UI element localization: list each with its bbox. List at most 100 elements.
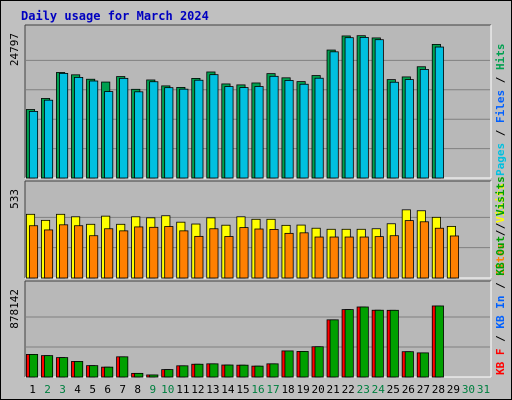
day-label: 10 [161, 383, 174, 396]
bar-files [89, 80, 99, 179]
bar-sites [299, 232, 309, 279]
day-label: 3 [59, 383, 66, 396]
day-label: 5 [89, 383, 96, 396]
bar-files [434, 46, 444, 179]
panel-hits: 24797 Pages / Files / Hits [8, 24, 507, 179]
bar-sites [119, 230, 129, 279]
bar-kb-out [119, 356, 129, 378]
day-label: 19 [296, 383, 309, 396]
bar-files [194, 79, 204, 179]
day-label: 28 [432, 383, 445, 396]
legend-item: Pages [494, 143, 507, 176]
bar-files [224, 86, 234, 179]
day-label: 6 [104, 383, 111, 396]
bar-kb-out [89, 365, 99, 378]
bar-files [239, 87, 249, 179]
bar-sites [389, 235, 399, 279]
day-label: 15 [236, 383, 249, 396]
bar-sites [284, 232, 294, 279]
bar-kb-out [254, 365, 264, 378]
panel-max-label: 24797 [8, 33, 21, 66]
bar-files [28, 111, 39, 179]
day-label: 14 [221, 383, 235, 396]
day-label: 18 [281, 383, 294, 396]
day-label: 9 [149, 383, 156, 396]
day-label: 21 [327, 383, 340, 396]
bar-sites [374, 236, 384, 279]
bar-sites [419, 221, 429, 279]
legend-item: Visits [494, 176, 507, 216]
day-label: 4 [74, 383, 81, 396]
day-label: 7 [119, 383, 126, 396]
day-label: 25 [387, 383, 400, 396]
bar-files [149, 81, 159, 179]
bar-files [164, 87, 174, 179]
bar-files [104, 91, 114, 179]
legend-separator: / [494, 223, 507, 243]
bar-sites [254, 228, 264, 279]
bar-kb-out [134, 372, 144, 378]
bar-kb-out [374, 309, 384, 378]
bar-files [329, 51, 339, 179]
bar-sites [59, 224, 69, 279]
bar-kb-out [59, 357, 69, 378]
bar-kb-out [194, 363, 204, 378]
bar-files [419, 69, 429, 179]
bar-sites [179, 230, 189, 279]
bar-sites [329, 236, 339, 279]
bar-kb-out [359, 306, 369, 378]
legend-separator: / [494, 70, 507, 90]
bar-files [299, 83, 309, 179]
day-label: 23 [357, 383, 370, 396]
day-label: 13 [206, 383, 219, 396]
day-label: 16 [251, 383, 264, 396]
bar-sites [149, 226, 159, 279]
legend-item: KB F [494, 349, 507, 376]
bar-kb-out [28, 354, 39, 378]
bar-files [404, 79, 414, 179]
bar-kb-out [209, 363, 219, 378]
day-label: 1 [29, 383, 36, 396]
day-label: 30 [462, 383, 475, 396]
bar-kb-out [314, 346, 324, 378]
bar-kb-out [179, 365, 189, 378]
bar-files [119, 77, 129, 179]
legend-item: Files [494, 90, 507, 123]
day-label: 8 [134, 383, 141, 396]
bar-sites [344, 236, 354, 279]
bar-files [44, 99, 54, 179]
bar-files [59, 72, 69, 179]
bar-kb-out [74, 361, 84, 378]
panel-max-label: 878142 [8, 289, 21, 329]
bar-files [374, 39, 384, 179]
day-label: 2 [44, 383, 51, 396]
bar-sites [104, 228, 114, 279]
legend-separator: / [494, 329, 507, 349]
bar-files [134, 91, 144, 179]
bar-sites [269, 229, 279, 279]
day-label: 12 [191, 383, 204, 396]
bar-sites [134, 226, 144, 279]
bar-files [344, 37, 354, 179]
bar-kb-out [284, 350, 294, 378]
bar-sites [449, 235, 459, 279]
bar-kb-out [299, 351, 309, 378]
day-label: 17 [266, 383, 279, 396]
bar-kb-out [269, 363, 279, 378]
bar-kb-out [389, 309, 399, 378]
day-label: 22 [342, 383, 355, 396]
panel-max-label: 533 [8, 189, 21, 209]
bar-files [314, 77, 324, 179]
panel-kbytes: 878142 KB F / KB In / KB Out / Visits [8, 176, 507, 378]
bar-kb-out [404, 351, 414, 378]
bar-sites [164, 226, 174, 279]
bar-kb-out [434, 305, 444, 378]
bar-files [209, 74, 219, 179]
panel-visits: 533 Sites / Visits [8, 180, 507, 279]
bar-kb-out [104, 366, 114, 378]
day-label: 29 [447, 383, 460, 396]
day-label: 24 [372, 383, 386, 396]
bar-sites [239, 227, 249, 279]
bar-kb-out [44, 355, 54, 378]
